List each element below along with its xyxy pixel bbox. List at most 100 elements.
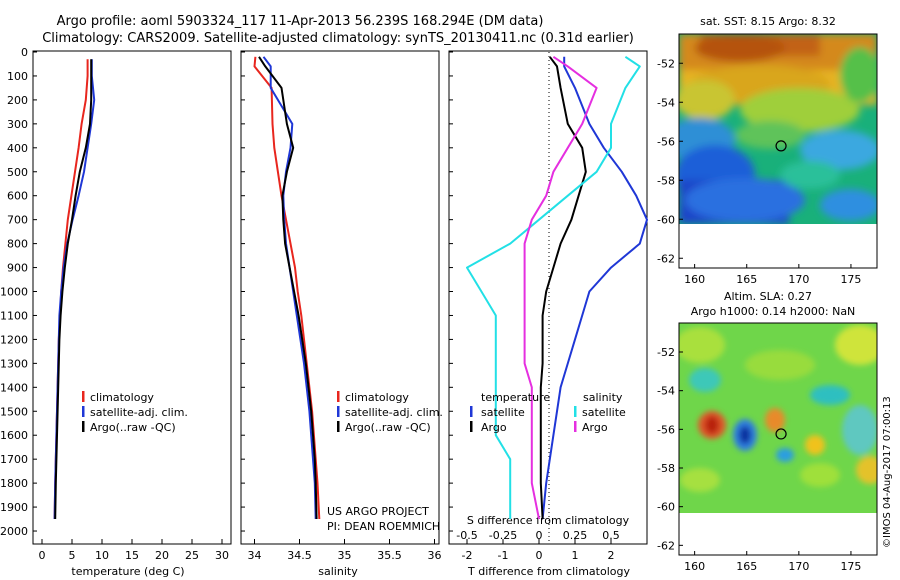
depth-tick-label: 700 <box>7 214 28 227</box>
depth-tick-label: 100 <box>7 70 28 83</box>
credit-pi: PI: DEAN ROEMMICH <box>327 520 440 533</box>
salinity-legend: climatology satellite-adj. clim. Argo(..… <box>337 391 443 434</box>
map-x-tick-label: 175 <box>840 273 861 286</box>
sla-map-title: Altim. SLA: 0.27 <box>724 290 812 303</box>
figure-title-line2: Climatology: CARS2009. Satellite-adjuste… <box>42 31 634 46</box>
x-tick-label: -1 <box>498 549 509 562</box>
map-y-tick-label: -52 <box>657 57 675 70</box>
s-difference-axis-label: S difference from climatology <box>467 514 630 527</box>
legend-label-satellite: satellite-adj. clim. <box>345 406 443 419</box>
map-y-tick-label: -60 <box>657 213 675 226</box>
map-y-tick-label: -58 <box>657 462 675 475</box>
legend-label-t-satellite: satellite <box>481 406 525 419</box>
t-difference-x-ticks: -2 -1 0 1 2 <box>462 539 615 562</box>
series-line-salinity-argo <box>523 55 598 520</box>
x-tick-label: 1 <box>572 549 579 562</box>
x-tick-label: 0 <box>39 549 46 562</box>
legend-label-satellite: satellite-adj. clim. <box>90 406 188 419</box>
s-diff-tick-label: -0.25 <box>489 529 517 542</box>
map-x-tick-label: 165 <box>736 560 757 573</box>
series-line-argo-raw-qc <box>54 59 93 520</box>
legend-swatch-climatology <box>82 391 85 402</box>
sst-map-ticks: 160 165 170 175 -52 -54 -56 -58 -60 -62 <box>657 57 861 286</box>
depth-tick-label: 0 <box>21 46 28 59</box>
temperature-legend: climatology satellite-adj. clim. Argo(..… <box>82 391 188 434</box>
temperature-series <box>53 59 96 520</box>
legend-label-s-argo: Argo <box>582 421 608 434</box>
x-tick-label: 36 <box>428 549 442 562</box>
depth-tick-label: 1000 <box>0 286 28 299</box>
series-line-temperature-satellite <box>541 56 648 520</box>
legend-swatch-satellite <box>82 406 85 417</box>
x-tick-label: -2 <box>462 549 473 562</box>
difference-legend: temperature salinity satellite Argo sate… <box>470 391 626 434</box>
legend-swatch-s-argo <box>574 421 577 432</box>
legend-label-climatology: climatology <box>345 391 409 404</box>
imos-watermark: ©IMOS 04-Aug-2017 07:00:13 <box>882 396 893 548</box>
series-line-climatology <box>53 59 89 520</box>
map-x-tick-label: 160 <box>684 560 705 573</box>
x-tick-label: 10 <box>95 549 109 562</box>
x-tick-label: 5 <box>69 549 76 562</box>
depth-tick-label: 400 <box>7 142 28 155</box>
x-tick-label: 30 <box>215 549 229 562</box>
x-tick-label: 2 <box>608 549 615 562</box>
x-tick-label: 35.5 <box>377 549 402 562</box>
map-y-tick-label: -56 <box>657 423 675 436</box>
difference-series <box>466 55 648 520</box>
legend-label-argo: Argo(..raw -QC) <box>345 421 431 434</box>
x-tick-label: 34 <box>248 549 262 562</box>
series-line-salinity-satellite <box>466 55 641 519</box>
legend-swatch-t-argo <box>470 421 473 432</box>
s-diff-tick-label: 0 <box>536 529 543 542</box>
sst-map-float-marker <box>775 140 787 152</box>
legend-swatch-argo <box>337 421 340 432</box>
depth-tick-label: 1100 <box>0 309 28 322</box>
s-difference-x-ticks: -0.5 -0.25 0 0.25 0.5 <box>456 529 619 542</box>
series-line-argo-raw-qc <box>258 56 318 520</box>
map-y-tick-label: -52 <box>657 346 675 359</box>
map-y-tick-label: -54 <box>657 385 675 398</box>
salinity-series <box>253 56 321 520</box>
depth-tick-label: 1700 <box>0 453 28 466</box>
figure-title-line1: Argo profile: aoml 5903324_117 11-Apr-20… <box>57 14 544 29</box>
map-x-tick-label: 165 <box>736 273 757 286</box>
sst-map-title: sat. SST: 8.15 Argo: 8.32 <box>700 15 836 28</box>
s-diff-tick-label: -0.5 <box>456 529 477 542</box>
legend-swatch-argo <box>82 421 85 432</box>
sla-map-subtitle: Argo h1000: 0.14 h2000: NaN <box>691 305 856 318</box>
x-tick-label: 0 <box>536 549 543 562</box>
depth-tick-label: 500 <box>7 166 28 179</box>
salinity-panel-frame <box>240 50 440 545</box>
depth-tick-label: 2000 <box>0 525 28 538</box>
legend-header-salinity: salinity <box>583 391 623 404</box>
legend-swatch-s-satellite <box>574 406 577 417</box>
legend-label-s-satellite: satellite <box>582 406 626 419</box>
map-x-tick-label: 170 <box>788 273 809 286</box>
depth-tick-label: 1300 <box>0 357 28 370</box>
map-y-tick-label: -62 <box>657 539 675 552</box>
legend-swatch-climatology <box>337 391 340 402</box>
depth-tick-label: 200 <box>7 94 28 107</box>
map-y-tick-label: -58 <box>657 174 675 187</box>
legend-swatch-t-satellite <box>470 406 473 417</box>
x-tick-label: 25 <box>185 549 199 562</box>
legend-header-temperature: temperature <box>481 391 550 404</box>
s-diff-tick-label: 0.5 <box>602 529 620 542</box>
sla-map-float-marker <box>775 428 787 440</box>
depth-tick-label: 1900 <box>0 501 28 514</box>
salinity-axis-label: salinity <box>318 565 358 578</box>
depth-tick-label: 1500 <box>0 405 28 418</box>
x-tick-label: 35 <box>338 549 352 562</box>
map-y-tick-label: -54 <box>657 96 675 109</box>
map-y-tick-label: -60 <box>657 501 675 514</box>
depth-tick-label: 1600 <box>0 429 28 442</box>
t-difference-axis-label: T difference from climatology <box>467 565 630 578</box>
temperature-x-ticks: 0 5 10 15 20 25 30 <box>39 539 229 562</box>
x-tick-label: 15 <box>125 549 139 562</box>
depth-tick-label: 300 <box>7 118 28 131</box>
map-x-tick-label: 175 <box>840 560 861 573</box>
depth-tick-label: 800 <box>7 238 28 251</box>
sla-map-blank-area <box>679 513 877 555</box>
